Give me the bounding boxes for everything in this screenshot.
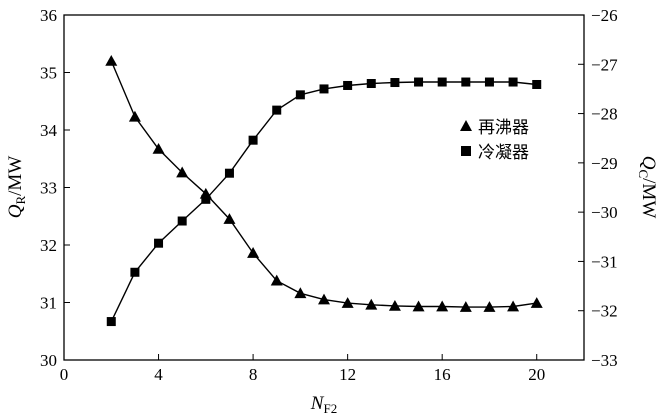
condenser-point <box>272 105 282 115</box>
condenser-point <box>295 90 305 100</box>
x-tick-label: 4 <box>154 365 163 384</box>
y-left-tick-label: 36 <box>40 6 57 25</box>
condenser-point <box>484 77 494 87</box>
condenser-point <box>319 84 329 94</box>
x-tick-label: 12 <box>339 365 356 384</box>
y-right-tick-label: −31 <box>591 252 618 271</box>
y-left-tick-label: 35 <box>40 64 57 83</box>
x-tick-label: 16 <box>434 365 451 384</box>
reboiler-point <box>483 301 496 312</box>
y-right-tick-label: −30 <box>591 203 618 222</box>
condenser-point <box>224 168 234 178</box>
reboiler-point <box>270 274 283 286</box>
legend-label-reboiler: 再沸器 <box>478 118 529 138</box>
y-right-tick-label: −28 <box>591 105 618 124</box>
y-left-tick-label: 32 <box>40 236 57 255</box>
condenser-series-line <box>110 81 537 322</box>
y-right-tick-label: −29 <box>591 154 618 173</box>
ticks: 0 4 8 12 16 20 30 31 32 33 34 35 36 −33 −32 −31 −30 −29 −2… <box>40 6 618 384</box>
condenser-point <box>201 194 211 204</box>
condenser-point <box>177 216 187 226</box>
legend-square-marker <box>461 146 471 156</box>
series-markers <box>105 55 543 327</box>
legend: 再沸器 冷凝器 <box>460 118 529 163</box>
reboiler-point <box>318 293 330 305</box>
reboiler-point <box>341 297 354 308</box>
reboiler-point <box>388 299 401 311</box>
legend-triangle-marker <box>460 120 472 131</box>
y-right-tick-label: −33 <box>591 351 618 370</box>
reboiler-series-line <box>110 60 537 308</box>
condenser-point <box>366 79 376 89</box>
condenser-point <box>130 267 140 277</box>
reboiler-point <box>412 300 425 312</box>
y-right-tick-label: −32 <box>591 302 618 321</box>
reboiler-point <box>365 298 378 310</box>
reboiler-point <box>436 300 449 312</box>
reboiler-point <box>459 301 472 312</box>
condenser-point <box>437 77 447 87</box>
condenser-point <box>414 77 424 87</box>
x-tick-label: 20 <box>528 365 545 384</box>
x-tick-label: 8 <box>249 365 258 384</box>
y-left-tick-label: 31 <box>40 294 57 313</box>
series-lines <box>110 60 537 322</box>
reboiler-point <box>294 287 307 299</box>
condenser-point <box>461 77 471 87</box>
reboiler-point <box>530 297 543 308</box>
reboiler-point <box>176 166 189 178</box>
condenser-point <box>154 238 164 248</box>
x-tick-label: 0 <box>60 365 69 384</box>
x-axis-title: NF2 <box>310 393 337 416</box>
y-left-tick-label: 33 <box>40 179 57 198</box>
condenser-point <box>390 78 400 88</box>
y-axis-left-title: QR/MW <box>5 156 28 219</box>
y-left-tick-label: 34 <box>40 121 58 140</box>
legend-label-condenser: 冷凝器 <box>478 143 529 163</box>
condenser-point <box>106 317 116 327</box>
reboiler-point <box>152 142 165 154</box>
reboiler-point <box>105 55 118 66</box>
y-axis-right-title: QC/MW <box>636 156 659 219</box>
condenser-point <box>508 77 518 87</box>
reboiler-point <box>247 247 260 258</box>
y-right-tick-label: −27 <box>591 55 618 74</box>
y-left-tick-label: 30 <box>40 351 57 370</box>
condenser-point <box>248 135 258 145</box>
y-right-tick-label: −26 <box>591 6 618 25</box>
reboiler-point <box>507 300 520 312</box>
reboiler-point <box>128 110 141 122</box>
reboiler-point <box>223 213 236 224</box>
condenser-point <box>343 80 353 90</box>
plot-frame <box>63 14 585 361</box>
condenser-point <box>532 79 542 89</box>
